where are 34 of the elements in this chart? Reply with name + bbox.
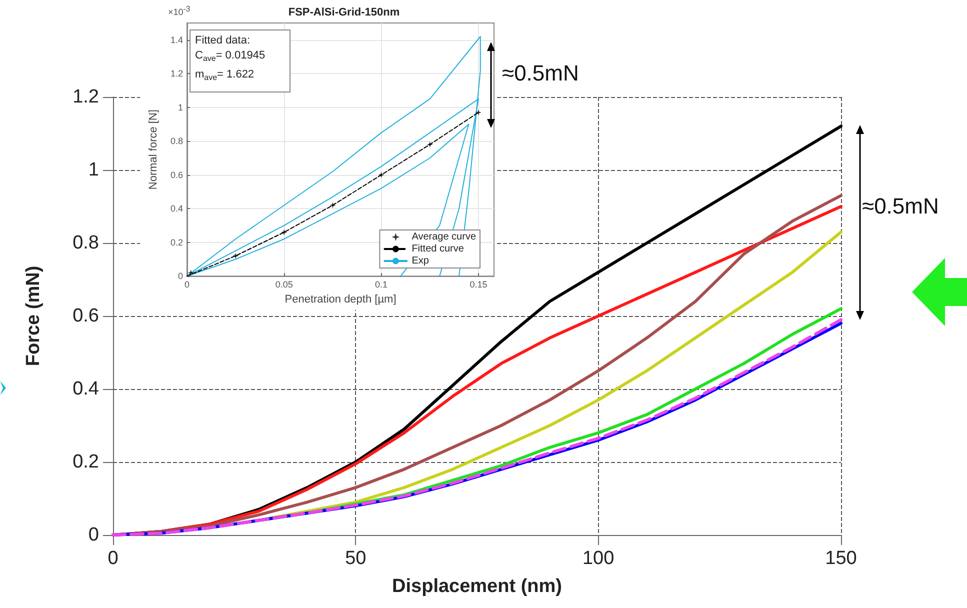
text: ≈0.5mN	[862, 194, 939, 218]
x-tick-label: 0	[184, 280, 190, 290]
y-axis-title: Force (mN)	[23, 266, 44, 366]
legend-label: Exp	[412, 256, 430, 266]
y-tick-label: 0.2	[170, 237, 183, 248]
y-axis-title: Normal force [N]	[148, 110, 160, 190]
y-tick-label: 0.6	[170, 170, 183, 180]
y-tick-label: 0.6	[72, 306, 99, 326]
x-tick-label: 150	[825, 548, 857, 569]
y-tick-label: 1.4	[170, 34, 183, 45]
y-tick-label: 1.2	[170, 68, 183, 79]
x-tick-label: 0.05	[275, 280, 293, 290]
x-tick-label: 0.1	[375, 280, 388, 290]
y-tick-label: 0.4	[170, 204, 183, 214]
text: ≈0.5mN	[502, 60, 579, 86]
annotation: Fitted data:	[195, 34, 250, 46]
x-axis-title: Displacement (nm)	[392, 576, 562, 597]
x-axis-title: Penetration depth [µm]	[284, 294, 396, 306]
legend-label: Fitted curve	[412, 244, 464, 254]
y-tick-label: 0.2	[72, 452, 99, 472]
x-tick-label: 0	[108, 548, 118, 569]
legend-label: Average curve	[412, 232, 476, 242]
y-tick-label: 0	[178, 271, 183, 282]
y-tick-label: 0.8	[72, 232, 99, 254]
x-tick-label: 0.15	[470, 280, 488, 290]
chart-title: FSP-AlSi-Grid-150nm	[288, 6, 400, 18]
y-tick-label: 0.4	[72, 378, 100, 400]
y-tick-label: 1.2	[72, 86, 99, 108]
y-tick-label: 0.8	[170, 136, 183, 146]
y-tick-label: 1	[88, 160, 99, 180]
y-tick-label: 1	[178, 102, 183, 112]
x-tick-label: 100	[582, 548, 614, 569]
x-tick-label: 50	[345, 548, 366, 569]
y-tick-label: 0	[88, 524, 99, 546]
